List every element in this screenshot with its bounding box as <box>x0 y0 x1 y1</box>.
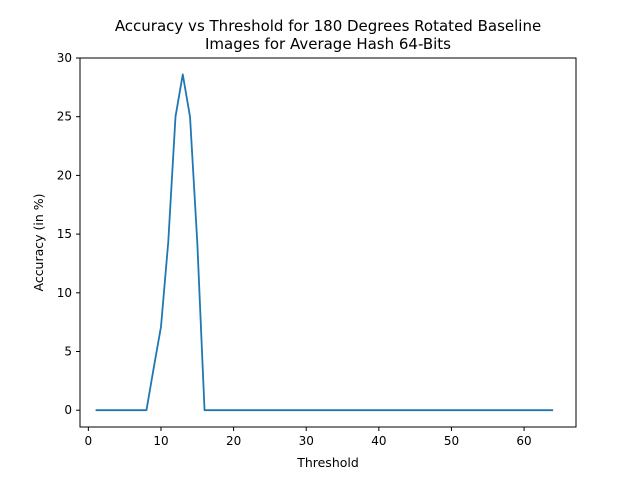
y-tick-label: 15 <box>57 227 72 241</box>
chart-title-line-1: Accuracy vs Threshold for 180 Degrees Ro… <box>115 17 541 35</box>
accuracy-series-line <box>95 73 554 412</box>
x-tick-label: 40 <box>371 434 386 448</box>
y-tick-label: 20 <box>57 168 72 182</box>
x-tick-label: 30 <box>299 434 314 448</box>
y-tick-label: 25 <box>57 110 72 124</box>
x-tick-label: 50 <box>444 434 459 448</box>
y-tick-label: 5 <box>64 345 72 359</box>
x-tick-label: 60 <box>516 434 531 448</box>
y-tick-label: 0 <box>64 403 72 417</box>
y-tick-label: 10 <box>57 286 72 300</box>
series-layer <box>95 73 554 412</box>
plot-frame <box>79 57 577 428</box>
y-axis-label: Accuracy (in %) <box>31 193 46 291</box>
y-axis-ticks: 0 5 10 15 20 25 30 <box>57 51 80 417</box>
x-tick-label: 0 <box>85 434 93 448</box>
chart-title-line-2: Images for Average Hash 64-Bits <box>205 35 451 53</box>
y-tick-label: 30 <box>57 51 72 65</box>
x-axis-ticks: 0 10 20 30 40 50 60 <box>85 427 532 448</box>
x-tick-label: 20 <box>226 434 241 448</box>
x-axis-label: Threshold <box>296 455 359 470</box>
x-tick-label: 10 <box>153 434 168 448</box>
